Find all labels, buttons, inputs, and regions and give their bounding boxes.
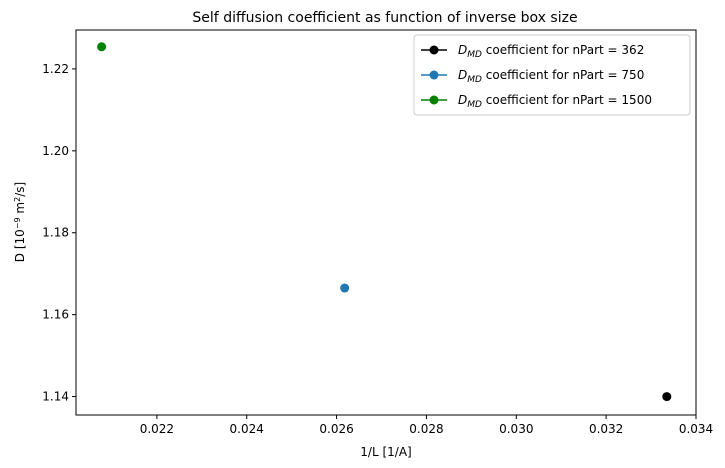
x-axis: 0.022 0.024 0.026 0.028 0.030 0.032 0.034	[140, 415, 713, 436]
legend-label-text: coefficient for nPart = 750	[482, 68, 644, 82]
data-point-series-2	[340, 283, 350, 293]
legend-label-text: coefficient for nPart = 362	[482, 43, 644, 57]
plot-area	[75, 29, 697, 416]
data-point-series-3	[97, 42, 107, 52]
legend-label-symbol: D	[458, 43, 467, 57]
legend-label-subscript: MD	[467, 75, 482, 85]
legend-label-symbol: D	[458, 93, 467, 107]
chart-title: Self diffusion coefficient as function o…	[192, 10, 577, 26]
legend-label-subscript: MD	[467, 50, 482, 60]
y-axis-label: D [10−9 m2/s]	[13, 182, 28, 262]
legend-label-3: DMD coefficient for nPart = 1500	[458, 93, 652, 110]
y-axis-label-suffix: /s]	[13, 182, 27, 197]
x-tick-label: 0.022	[140, 422, 174, 436]
y-axis: 1.14 1.16 1.18 1.20 1.22	[42, 62, 76, 404]
x-axis-label: 1/L [1/A]	[360, 445, 411, 459]
x-tick-label: 0.034	[679, 422, 713, 436]
legend-label-2: DMD coefficient for nPart = 750	[458, 68, 644, 85]
y-tick-label: 1.18	[42, 226, 69, 240]
legend-label-subscript: MD	[467, 100, 482, 110]
y-axis-label-mid: m	[13, 202, 27, 218]
x-tick-label: 0.026	[319, 422, 353, 436]
legend-label-1: DMD coefficient for nPart = 362	[458, 43, 644, 60]
x-tick-label: 0.030	[499, 422, 533, 436]
y-axis-label-exp2: 2	[13, 197, 22, 202]
legend-label-symbol: D	[458, 68, 467, 82]
y-tick-label: 1.22	[42, 62, 69, 76]
data-point-series-1	[662, 392, 672, 402]
legend-marker-2	[429, 70, 439, 80]
x-tick-label: 0.028	[409, 422, 443, 436]
legend-box	[413, 34, 691, 116]
y-tick-label: 1.14	[42, 390, 69, 404]
y-axis-label-exp1: −9	[13, 217, 22, 229]
legend-label-text: coefficient for nPart = 1500	[482, 93, 652, 107]
data-points	[97, 42, 672, 402]
x-tick-label: 0.024	[230, 422, 264, 436]
y-tick-label: 1.20	[42, 144, 69, 158]
y-tick-label: 1.16	[42, 308, 69, 322]
y-axis-label-prefix: D [10	[13, 229, 27, 262]
legend-marker-1	[429, 45, 439, 55]
x-tick-label: 0.032	[589, 422, 623, 436]
legend-marker-3	[429, 95, 439, 105]
